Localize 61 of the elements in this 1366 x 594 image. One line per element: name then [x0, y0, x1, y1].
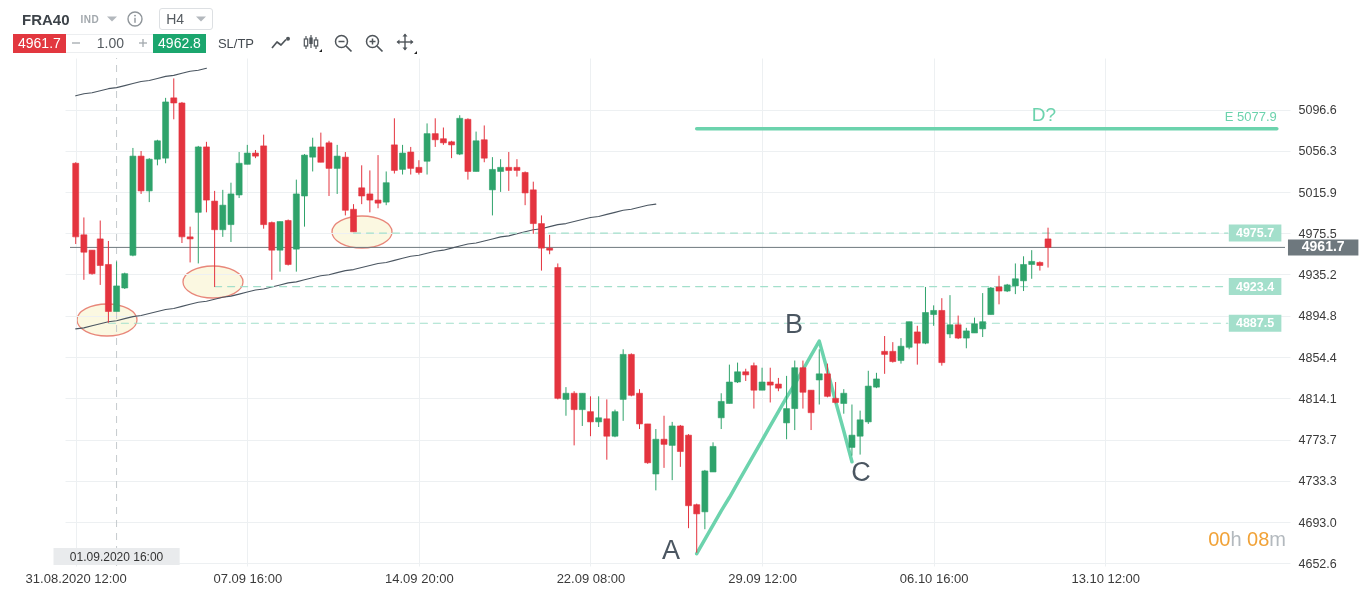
x-tick-label: 13.10 12:00: [1071, 570, 1141, 586]
x-tick-label: 07.09 16:00: [213, 570, 283, 586]
candlestick: [824, 363, 831, 398]
x-tick-label: 22.09 08:00: [556, 570, 626, 586]
timeframe-dropdown: H4: [159, 8, 214, 30]
ref-line-label: 4961.7: [1301, 238, 1345, 255]
annotation: C: [851, 456, 871, 487]
line-series: [75, 203, 657, 330]
x-tick-label: 06.10 16:00: [899, 570, 969, 586]
y-tick-label: 4935.2: [1298, 267, 1337, 282]
line-series: [694, 339, 854, 556]
y-tick-label: 5096.6: [1298, 103, 1337, 118]
chart-title: FRA40: [22, 10, 70, 28]
candlestick: [995, 275, 1003, 305]
candlestick: [333, 144, 341, 195]
text: IND: [80, 13, 100, 25]
y-tick-label: 5015.9: [1298, 185, 1337, 200]
sell-price-box: 4961.7: [13, 33, 66, 53]
candlestick: [668, 421, 676, 481]
candlestick: [382, 170, 390, 206]
candlestick: [579, 392, 586, 427]
candlestick: [562, 386, 570, 417]
y-tick-label: 4814.1: [1298, 391, 1337, 406]
candlestick: [660, 415, 668, 469]
y-tick-label: 4975.5: [1298, 226, 1337, 241]
buy-price-box: 4962.8: [153, 33, 206, 53]
x-tick-label: 29.09 12:00: [728, 570, 797, 586]
data-label: 4887.5: [1235, 316, 1275, 331]
y-tick-label: 5056.3: [1298, 144, 1337, 159]
x-tick-label: 31.08.2020 12:00: [25, 570, 127, 586]
y-tick-label: 4652.6: [1298, 556, 1337, 571]
candlestick: [480, 124, 488, 163]
x-tick-label: 01.09.2020 16:00: [69, 549, 164, 564]
text: SL/TP: [217, 35, 255, 51]
candlestick: [399, 144, 406, 176]
data-label: E 5077.9: [1224, 108, 1277, 124]
candlestick: [914, 325, 921, 366]
candlestick: [587, 395, 594, 437]
data-label: 4923.4: [1235, 279, 1275, 294]
quantity-field: 1.00: [65, 33, 154, 53]
annotation: A: [661, 534, 681, 565]
candlestick: [570, 390, 578, 446]
annotation: 00h 08m: [1208, 528, 1286, 550]
y-tick-label: 4773.7: [1298, 433, 1337, 448]
x-tick-label: 14.09 20:00: [385, 570, 454, 586]
annotation: B: [784, 308, 804, 339]
candlestick: [946, 294, 954, 339]
candlestick: [815, 348, 823, 405]
line-series: [75, 67, 207, 97]
candlestick: [1044, 227, 1052, 269]
candlestick: [595, 395, 602, 428]
candlestick: [840, 388, 848, 415]
candlestick: [603, 398, 611, 461]
y-tick-label: 4894.8: [1298, 309, 1337, 324]
candlestick: [758, 367, 766, 391]
y-tick-label: 4854.4: [1298, 350, 1337, 365]
y-tick-label: 4693.0: [1298, 515, 1337, 530]
data-label: 4975.7: [1235, 226, 1275, 241]
y-tick-label: 4733.3: [1298, 474, 1337, 489]
candlestick: [1036, 260, 1044, 272]
annotation: D?: [1031, 103, 1057, 125]
